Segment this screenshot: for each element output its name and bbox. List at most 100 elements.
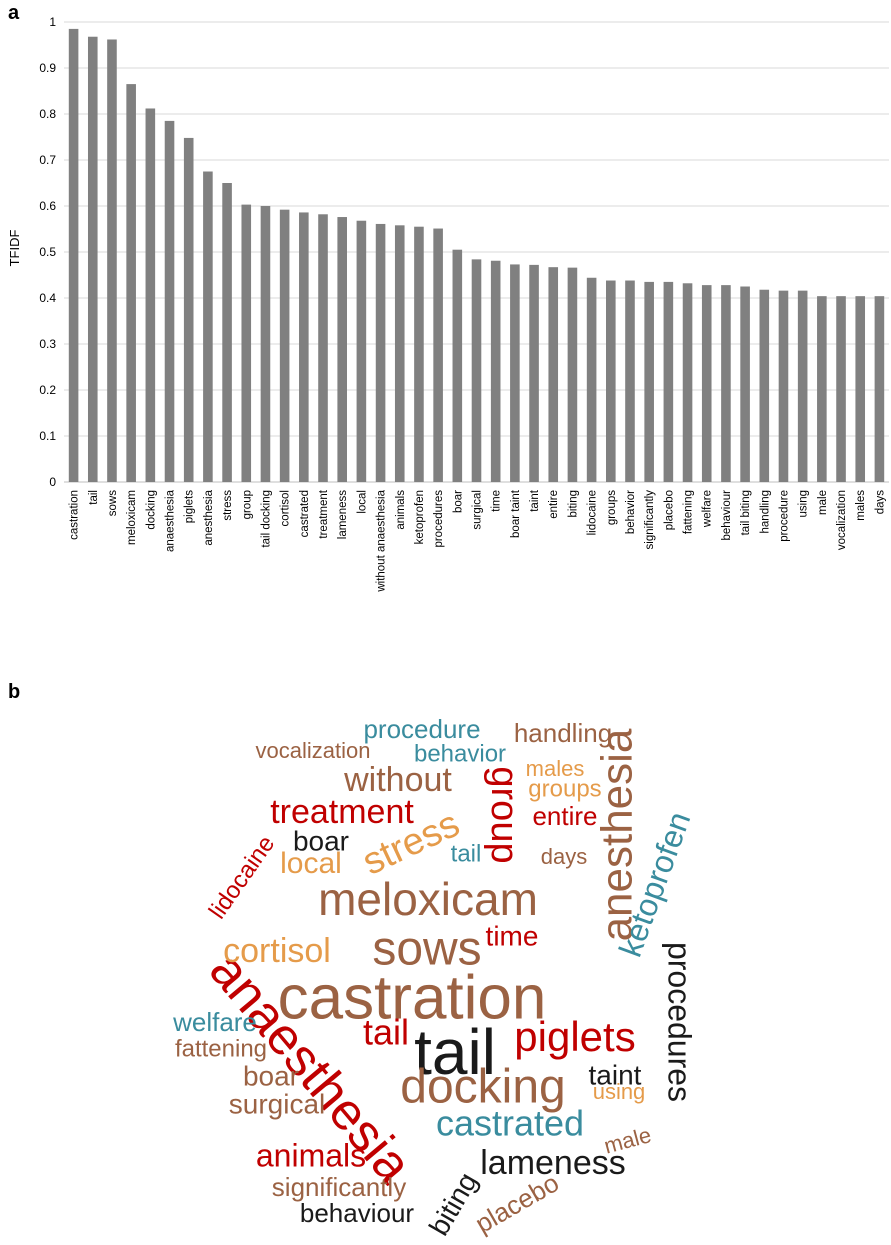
bar bbox=[586, 277, 597, 482]
x-tick-label: lameness bbox=[337, 490, 349, 539]
cloud-word: entire bbox=[532, 801, 597, 831]
bar bbox=[625, 280, 635, 482]
bar bbox=[183, 137, 194, 483]
x-tick-label: lidocaine bbox=[587, 490, 599, 535]
bar bbox=[318, 214, 328, 482]
y-axis-label: TFIDF bbox=[7, 230, 22, 267]
bar bbox=[759, 289, 770, 482]
bar bbox=[356, 220, 367, 482]
panel-label-a: a bbox=[8, 2, 20, 24]
cloud-word: tail bbox=[363, 1012, 409, 1053]
y-tick-label: 0.8 bbox=[39, 107, 56, 121]
cloud-word: boar bbox=[243, 1060, 299, 1091]
cloud-word: males bbox=[526, 756, 585, 781]
x-tick-label: placebo bbox=[663, 490, 675, 530]
x-tick-label: anesthesia bbox=[203, 489, 215, 545]
panel-label-b: b bbox=[8, 681, 21, 703]
x-tick-label: animals bbox=[395, 490, 407, 530]
x-tick-label: local bbox=[356, 490, 368, 514]
cloud-word: biting bbox=[423, 1167, 483, 1240]
cloud-word: time bbox=[486, 920, 539, 951]
bar bbox=[701, 285, 712, 482]
cloud-word: groups bbox=[528, 775, 601, 802]
x-tick-label: treatment bbox=[318, 489, 330, 538]
bar bbox=[606, 280, 616, 482]
cloud-word: behaviour bbox=[300, 1198, 415, 1228]
bar bbox=[471, 259, 482, 482]
cloud-word: meloxicam bbox=[318, 873, 538, 925]
bar bbox=[414, 226, 424, 482]
tfidf-bar-chart: 0 0.1 0.2 0.3 0.4 0.5 0.6 0.7 0.8 0.9 1 TFIDF castra… bbox=[7, 15, 889, 593]
cloud-word: piglets bbox=[514, 1013, 635, 1060]
cloud-word: lidocaine bbox=[204, 831, 280, 924]
x-tick-label: cortisol bbox=[280, 490, 292, 526]
x-tick-label: welfare bbox=[702, 490, 714, 528]
x-tick-label: vocalization bbox=[836, 490, 848, 550]
y-tick-label: 0.3 bbox=[39, 337, 56, 351]
x-tick-label: group bbox=[241, 490, 253, 519]
cloud-word: local bbox=[280, 847, 342, 880]
y-tick-label: 1 bbox=[49, 15, 56, 29]
x-tick-label: ketoprofen bbox=[414, 490, 426, 544]
cloud-word: tail bbox=[451, 840, 482, 867]
y-tick-label: 0.5 bbox=[39, 245, 56, 259]
bar bbox=[721, 285, 731, 482]
bar bbox=[394, 225, 405, 482]
bar bbox=[222, 183, 232, 482]
cloud-word: male bbox=[601, 1122, 654, 1158]
bar bbox=[797, 290, 808, 482]
x-tick-label: time bbox=[491, 490, 503, 512]
x-tick-label: days bbox=[874, 490, 886, 515]
cloud-word: animals bbox=[256, 1137, 366, 1173]
x-tick-label: groups bbox=[606, 490, 618, 525]
bar bbox=[644, 281, 654, 482]
cloud-word: handling bbox=[514, 718, 612, 748]
x-tick-label: male bbox=[817, 490, 829, 515]
cloud-word: without bbox=[343, 761, 452, 799]
x-tick-label: sows bbox=[107, 490, 119, 516]
bar bbox=[682, 283, 693, 482]
cloud-word: tail bbox=[414, 1016, 496, 1088]
bar bbox=[778, 290, 789, 482]
cloud-word: cortisol bbox=[223, 932, 331, 970]
cloud-word: docking bbox=[400, 1061, 565, 1114]
bar bbox=[375, 223, 386, 482]
cloud-word: welfare bbox=[172, 1007, 257, 1037]
x-tick-label: meloxicam bbox=[126, 490, 138, 545]
y-tick-label: 0.2 bbox=[39, 383, 56, 397]
bar bbox=[490, 260, 501, 482]
cloud-word: vocalization bbox=[256, 738, 371, 763]
bar bbox=[260, 206, 271, 482]
x-tick-label: tail docking bbox=[260, 490, 272, 548]
cloud-word: taint bbox=[589, 1059, 642, 1090]
y-tick-label: 0.9 bbox=[39, 61, 56, 75]
cloud-word: behavior bbox=[414, 740, 506, 767]
x-tick-label: behavior bbox=[625, 490, 637, 534]
x-tick-label: procedures bbox=[433, 490, 445, 548]
bar bbox=[107, 39, 117, 482]
y-tick-label: 0 bbox=[49, 475, 56, 489]
bar bbox=[241, 204, 252, 482]
bar bbox=[510, 264, 520, 482]
bar bbox=[145, 108, 156, 482]
cloud-word: anesthesia bbox=[593, 728, 642, 941]
x-tick-label: castrated bbox=[299, 490, 311, 537]
x-tick-label: males bbox=[855, 490, 867, 521]
bar bbox=[299, 212, 309, 482]
bar bbox=[68, 28, 79, 483]
x-tick-label: handling bbox=[759, 490, 771, 533]
y-tick-label: 0.6 bbox=[39, 199, 56, 213]
x-tick-label: boar taint bbox=[510, 489, 522, 538]
x-tick-label: tail bbox=[88, 490, 100, 505]
bar bbox=[164, 120, 175, 483]
bar bbox=[548, 267, 559, 482]
x-tick-label: without anaesthesia bbox=[376, 489, 388, 592]
bar bbox=[740, 286, 750, 482]
cloud-word: castration bbox=[278, 963, 547, 1032]
bar bbox=[337, 217, 347, 483]
x-tick-label: stress bbox=[222, 490, 234, 521]
cloud-word: lameness bbox=[480, 1144, 626, 1182]
y-tick-label: 0.7 bbox=[39, 153, 56, 167]
bar bbox=[529, 264, 539, 482]
cloud-word: significantly bbox=[272, 1172, 406, 1202]
